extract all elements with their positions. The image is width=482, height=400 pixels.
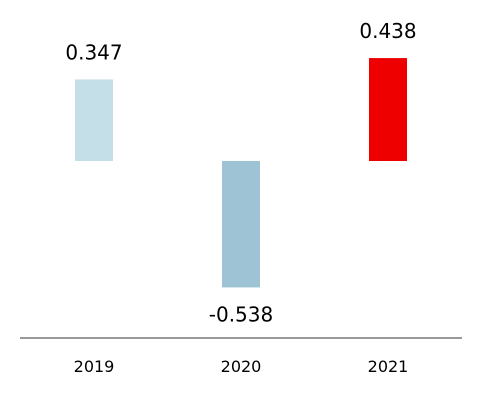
value-labels: 0.347 -0.538 0.438 [65, 19, 416, 326]
x-tick-label-2021: 2021 [368, 357, 409, 376]
bars [75, 58, 407, 288]
bar-2020 [222, 161, 260, 288]
x-tick-label-2019: 2019 [74, 357, 115, 376]
bar-2019 [75, 79, 113, 161]
x-tick-label-2020: 2020 [221, 357, 262, 376]
x-tick-labels: 2019 2020 2021 [74, 357, 409, 376]
value-label-2021: 0.438 [359, 19, 416, 43]
value-label-2019: 0.347 [65, 40, 122, 64]
value-label-2020: -0.538 [209, 302, 273, 326]
bar-2021 [369, 58, 407, 161]
